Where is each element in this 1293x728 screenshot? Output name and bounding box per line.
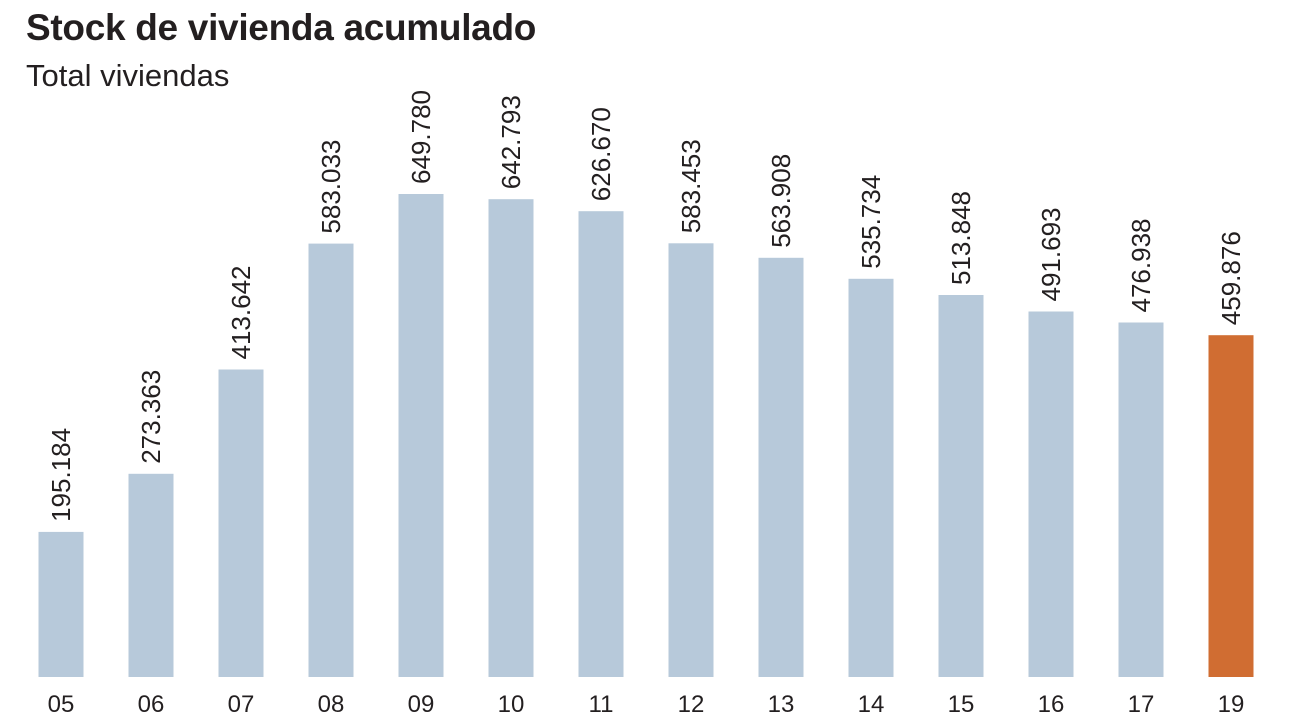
bar-05 — [38, 531, 84, 677]
value-label-10: 642.793 — [496, 95, 526, 189]
bar-14 — [848, 278, 894, 677]
value-label-07: 413.642 — [226, 266, 256, 360]
value-label-08: 583.033 — [316, 140, 346, 234]
x-tick-12: 12 — [678, 691, 705, 718]
x-tick-09: 09 — [408, 691, 435, 718]
value-label-09: 649.780 — [406, 90, 436, 184]
x-tick-07: 07 — [228, 691, 255, 718]
value-label-13: 563.908 — [766, 154, 796, 248]
bar-17 — [1118, 322, 1164, 677]
x-tick-10: 10 — [498, 691, 525, 718]
x-tick-17: 17 — [1128, 691, 1155, 718]
bar-12 — [668, 243, 714, 678]
value-label-15: 513.848 — [946, 191, 976, 285]
x-tick-13: 13 — [768, 691, 795, 718]
x-tick-08: 08 — [318, 691, 345, 718]
bar-09 — [398, 194, 444, 677]
bar-08 — [308, 243, 354, 677]
value-label-11: 626.670 — [586, 107, 616, 201]
value-label-16: 491.693 — [1036, 208, 1066, 302]
x-tick-16: 16 — [1038, 691, 1065, 718]
x-tick-14: 14 — [858, 691, 885, 718]
x-tick-05: 05 — [48, 691, 75, 718]
bar-16 — [1028, 311, 1074, 677]
x-tick-19: 19 — [1218, 691, 1245, 718]
x-tick-06: 06 — [138, 691, 165, 718]
bar-06 — [128, 473, 174, 677]
x-tick-11: 11 — [589, 691, 614, 718]
value-label-05: 195.184 — [46, 428, 76, 522]
bar-15 — [938, 295, 984, 677]
x-tick-15: 15 — [948, 691, 975, 718]
value-label-14: 535.734 — [856, 175, 886, 269]
bar-11 — [578, 211, 624, 677]
value-label-12: 583.453 — [676, 139, 706, 233]
chart-title: Stock de vivienda acumulado — [26, 7, 537, 48]
bar-19 — [1208, 335, 1254, 677]
bar-13 — [758, 257, 804, 677]
value-label-06: 273.363 — [136, 370, 166, 464]
bar-07 — [218, 369, 264, 677]
chart-subtitle: Total viviendas — [26, 58, 230, 93]
value-label-17: 476.938 — [1126, 219, 1156, 313]
value-label-19: 459.876 — [1216, 231, 1246, 325]
bar-10 — [488, 199, 534, 677]
